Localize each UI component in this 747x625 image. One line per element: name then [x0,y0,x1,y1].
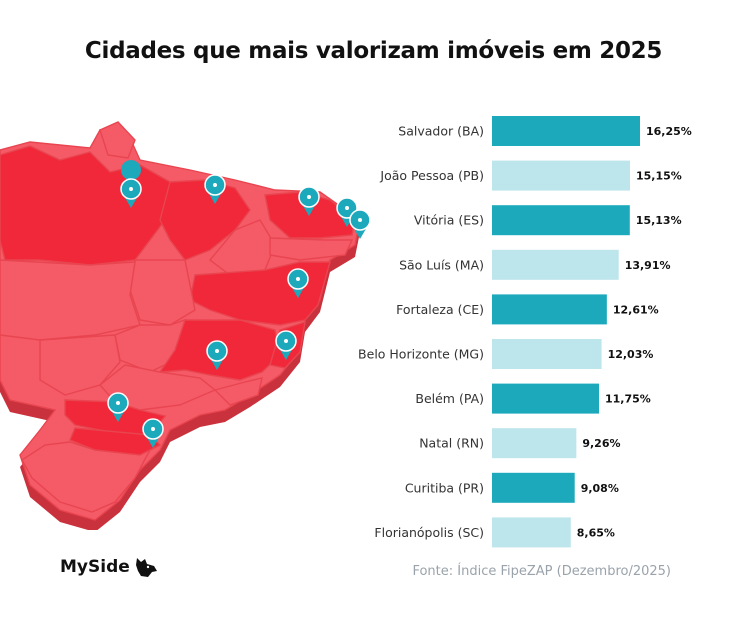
bar [492,472,575,503]
map-states [0,121,361,521]
pin-icon [349,209,371,239]
category-label: Curitiba (PR) [405,480,484,495]
source-note: Fonte: Índice FipeZAP (Dezembro/2025) [412,564,671,579]
pin-icon [142,418,164,448]
bar [492,249,619,280]
bar [492,383,600,414]
value-label: 16,25% [646,125,692,138]
bar [492,339,602,369]
pin-icon [107,392,129,422]
chart-title: Cidades que mais valorizam imóveis em 20… [84,38,663,64]
category-label: Belém (PA) [415,391,484,406]
bar [492,294,607,325]
pin-icon [275,330,297,360]
brazil-map-illustration [0,121,371,530]
value-label: 12,03% [608,348,654,361]
bar [492,205,630,236]
value-label: 11,75% [605,393,651,406]
bar [492,517,571,548]
pin-icon [204,174,226,204]
value-label: 15,15% [636,170,682,183]
value-label: 15,13% [636,214,682,227]
category-label: Fortaleza (CE) [396,302,484,317]
bar [492,428,577,459]
pin-icon [120,160,142,208]
pin-icon [298,186,320,216]
category-label: Salvador (BA) [398,124,484,139]
category-label: Natal (RN) [419,436,484,451]
map-pins [107,160,371,448]
brand-logo: MySide [60,556,158,578]
value-label: 12,61% [613,303,659,316]
value-label: 9,26% [582,437,620,450]
pin-icon [206,340,228,370]
bar [492,160,630,191]
bar [492,116,640,146]
pin-icon [287,268,309,298]
value-label: 13,91% [625,259,671,272]
category-label: Belo Horizonte (MG) [358,347,484,362]
brand-name: MySide [60,557,130,577]
category-label: Vitória (ES) [414,213,484,228]
value-label: 8,65% [577,526,615,539]
category-label: Florianópolis (SC) [374,525,484,540]
dog-head-icon [135,558,157,577]
category-label: João Pessoa (PB) [379,168,484,183]
value-label: 9,08% [581,482,619,495]
category-label: São Luís (MA) [399,257,484,272]
